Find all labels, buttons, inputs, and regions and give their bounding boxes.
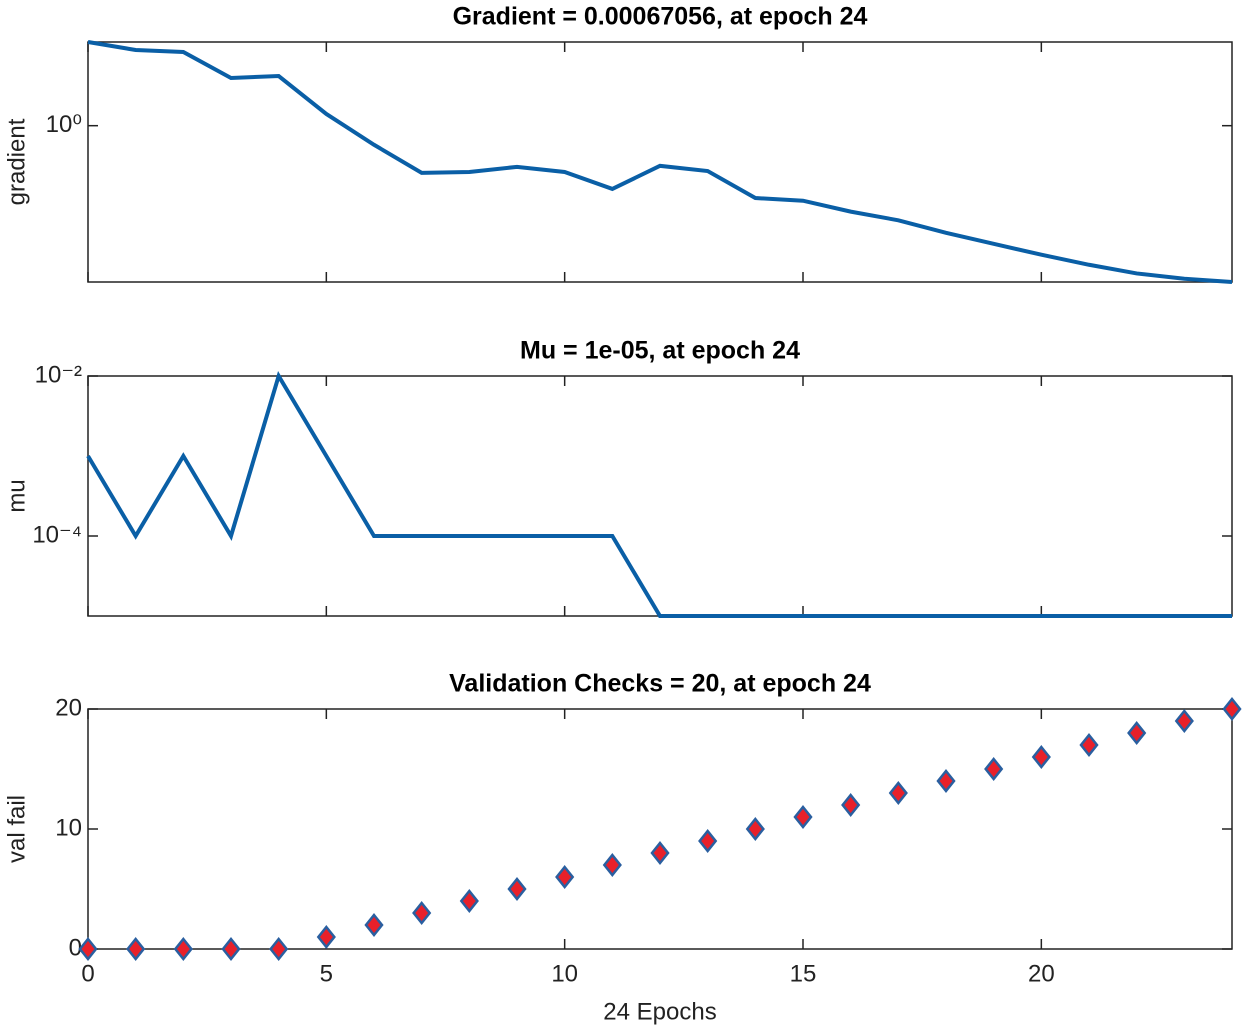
y-axis-label: mu [3,479,30,512]
marker [412,900,432,926]
axes-box [87,375,1233,617]
x-tick-label: 5 [320,960,333,987]
chart-title: Gradient = 0.00067056, at epoch 24 [453,3,868,31]
axes-box [87,41,1233,283]
marker [173,936,193,962]
marker [364,912,384,938]
marker [459,888,479,914]
x-axis-label: 24 Epochs [603,998,716,1025]
marker [126,936,146,962]
y-axis-label: val fail [3,795,30,863]
y-tick-label: 0 [69,934,82,961]
marker [698,828,718,854]
y-tick-label: 10⁻² [35,361,82,388]
x-tick-label: 0 [81,960,94,987]
marker [269,936,289,962]
x-tick-label: 10 [551,960,578,987]
marker [1222,696,1242,722]
x-tick-label: 20 [1028,960,1055,987]
axes-box [87,708,1233,950]
marker [793,804,813,830]
chart-title: Validation Checks = 20, at epoch 24 [449,670,871,698]
marker [650,840,670,866]
y-axis-label: gradient [3,118,30,205]
y-tick-label: 20 [55,694,82,721]
marker [78,936,98,962]
y-tick-label: 10 [55,814,82,841]
marker [555,864,575,890]
marker [1079,732,1099,758]
marker [602,852,622,878]
marker [221,936,241,962]
marker [984,756,1004,782]
x-tick-label: 15 [790,960,817,987]
marker [1174,708,1194,734]
marker [936,768,956,794]
y-tick-label: 10⁻⁴ [32,521,82,548]
marker [1127,720,1147,746]
line-series [86,371,1232,618]
line-series [87,40,1233,284]
chart-title: Mu = 1e-05, at epoch 24 [520,337,800,365]
marker [316,924,336,950]
marker [1031,744,1051,770]
marker [841,792,861,818]
marker [507,876,527,902]
marker [888,780,908,806]
marker [745,816,765,842]
y-tick-label: 10⁰ [46,111,82,138]
